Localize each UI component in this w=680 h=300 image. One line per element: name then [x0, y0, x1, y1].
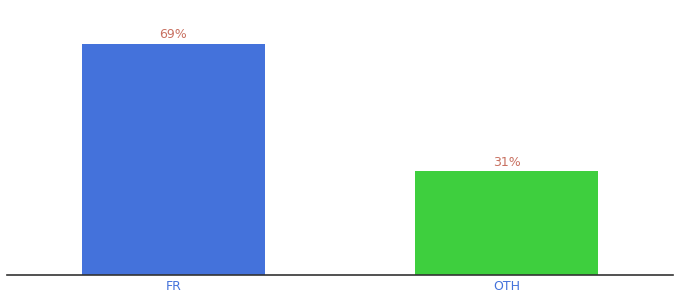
Text: 31%: 31% [492, 156, 520, 169]
Text: 69%: 69% [160, 28, 188, 41]
Bar [415, 171, 598, 275]
Bar [82, 44, 265, 275]
